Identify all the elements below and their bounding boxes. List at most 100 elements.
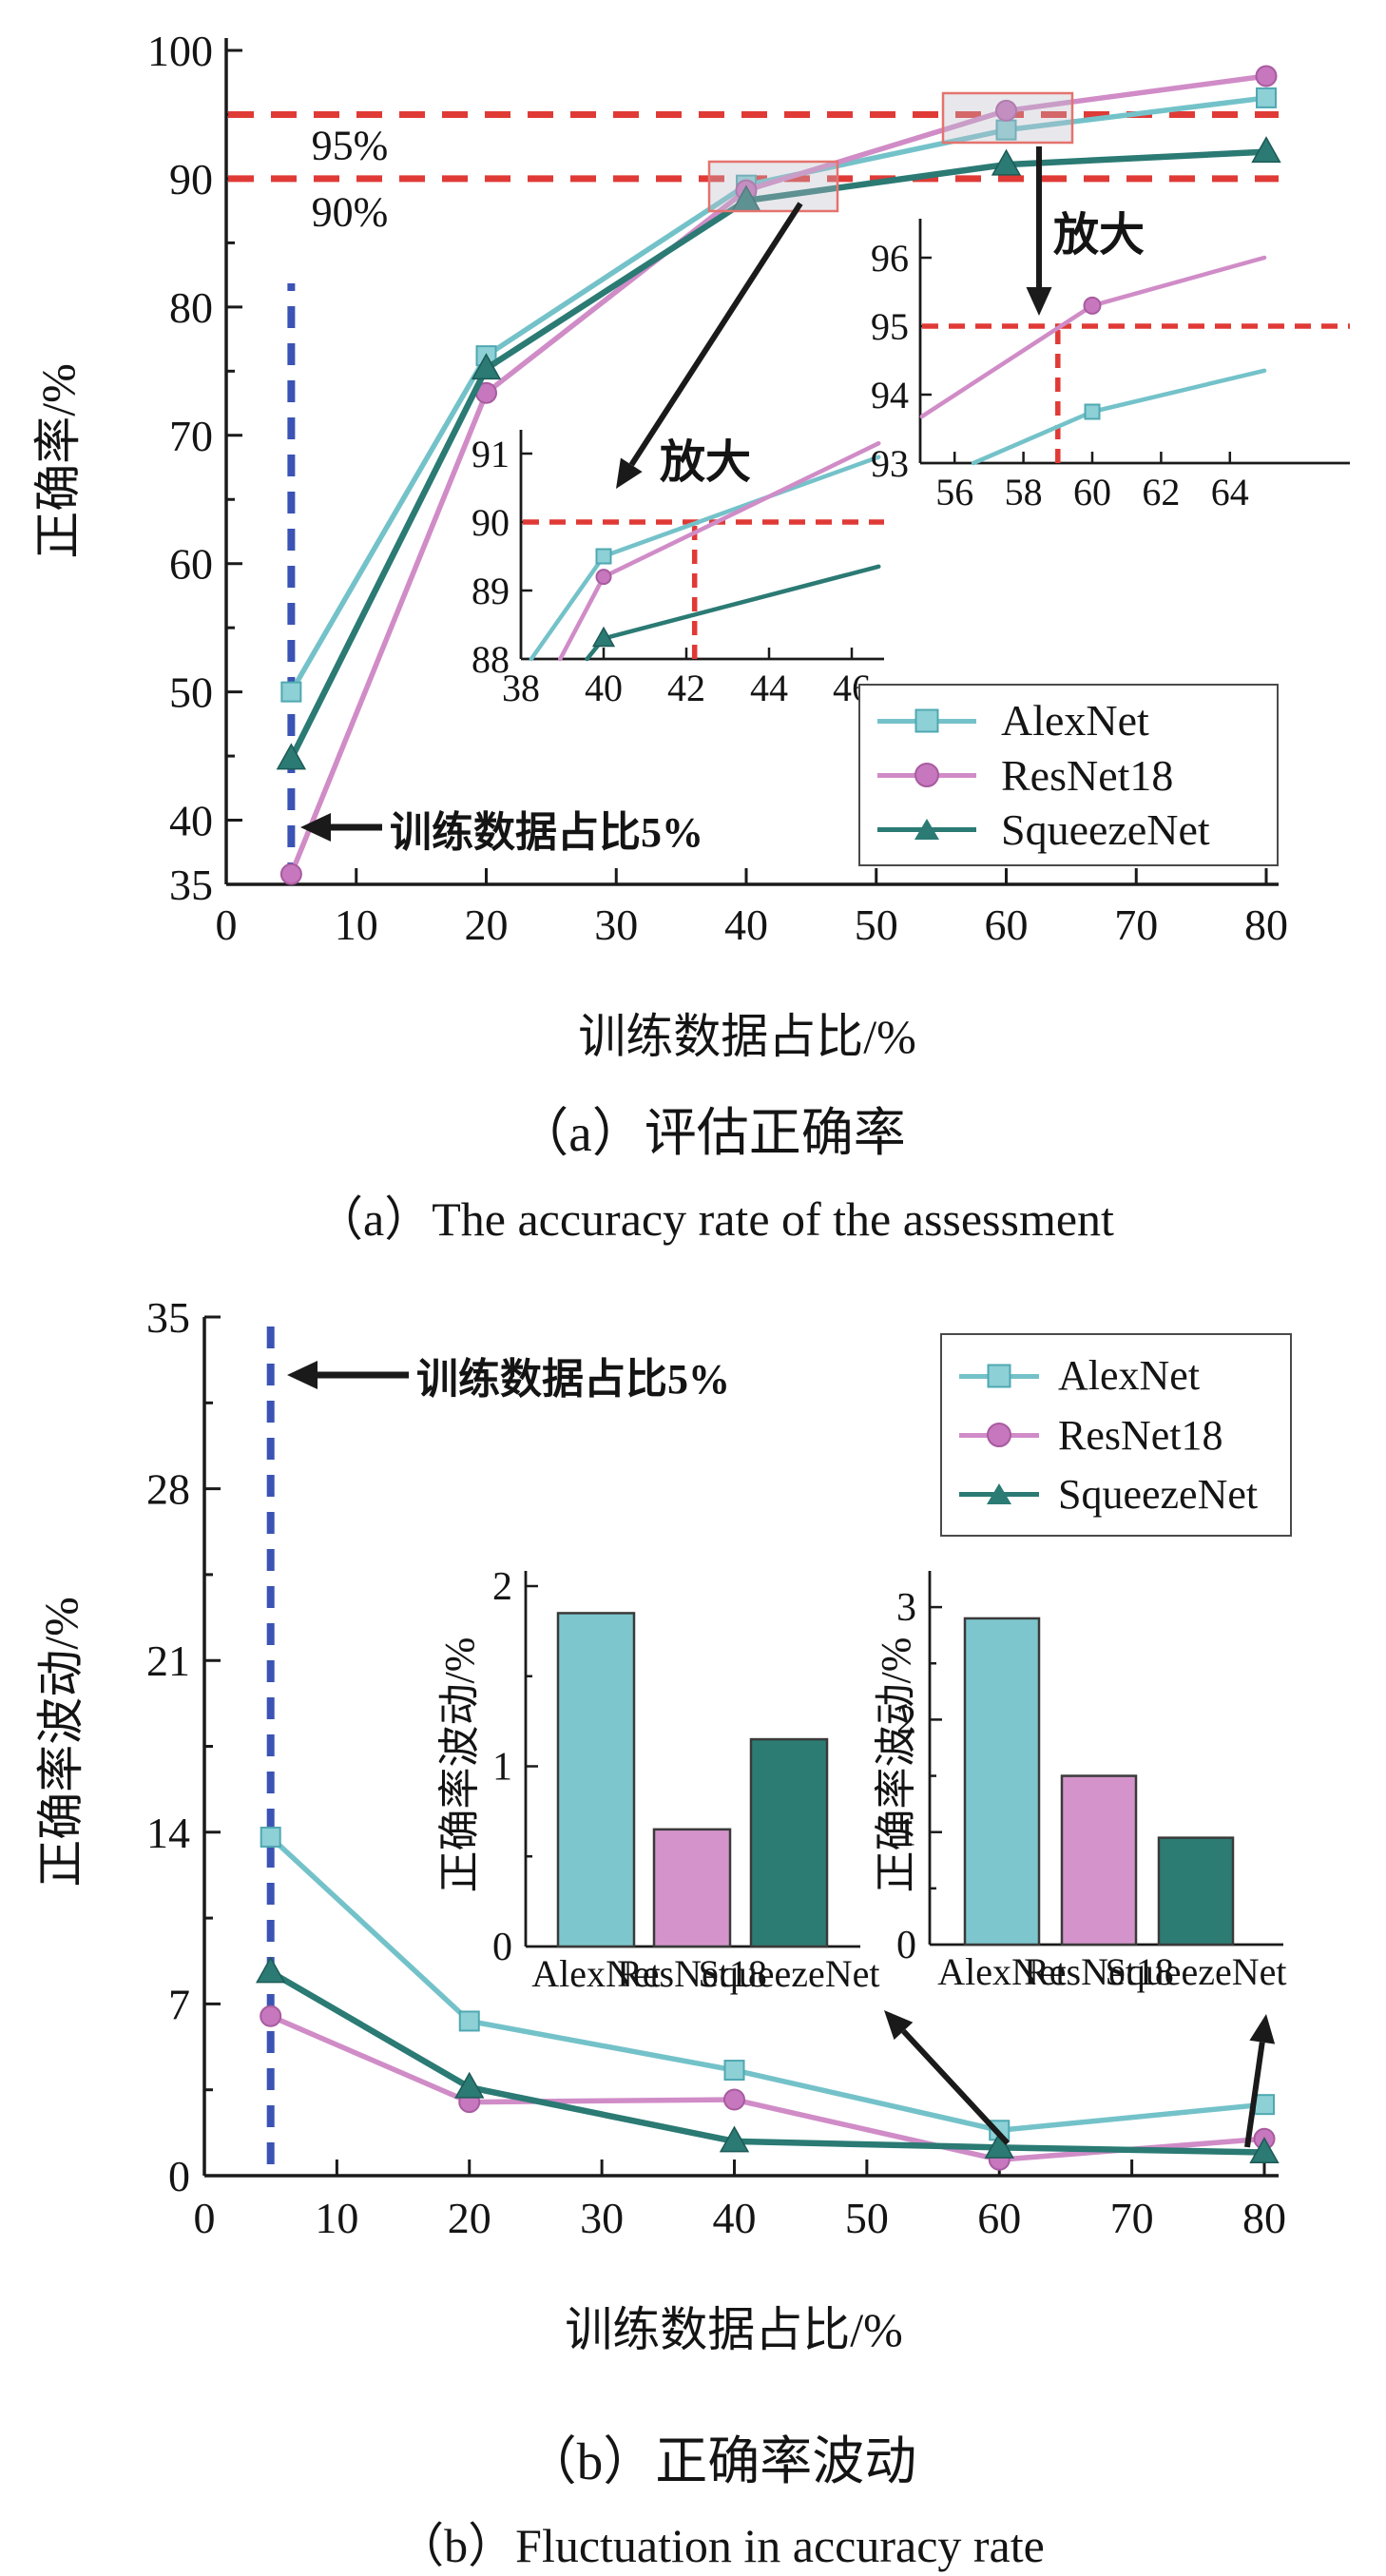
panel-b-x-tick-label: 40 <box>713 2194 757 2242</box>
squeezenet-marker <box>719 2125 750 2153</box>
panel-a-y-tick-label: 60 <box>169 540 213 589</box>
panel-a-y-tick-label: 80 <box>169 283 213 332</box>
inset-a1-y-tick-label: 89 <box>472 570 510 612</box>
panel-b-inset-arrow-1-shaft <box>901 2028 1011 2146</box>
inset-a1-x-tick-label: 40 <box>585 667 623 709</box>
highlight-box-60 <box>941 91 1074 145</box>
squeezenet-line <box>267 1968 1268 2156</box>
resnet18-marker <box>723 2088 745 2111</box>
squeezenet-marker <box>454 2071 485 2099</box>
inset_b1-bar-squeezenet <box>749 1737 829 1948</box>
inset_b2-bar-squeezenet <box>1157 1836 1235 1947</box>
resnet18-circle-marker-icon <box>914 763 939 787</box>
resnet18-inset-marker <box>1083 296 1102 315</box>
inset_b1-category-label: SqueezeNet <box>698 1952 879 1995</box>
panel-a-zoom-label-2: 放大 <box>1052 210 1145 261</box>
inset-a2-x-tick-label: 56 <box>935 471 973 513</box>
panel-a-x-tick-label: 60 <box>985 901 1029 949</box>
resnet18-line <box>267 2013 1267 2162</box>
panel-a-x-tick-label: 40 <box>724 901 768 949</box>
squeezenet-line-sample <box>877 817 976 842</box>
inset-a1-x-tick-label: 42 <box>667 667 705 709</box>
panel-b-x-tick-label: 30 <box>580 2194 624 2242</box>
inset-b1-y-axis-label: 正确率波动/% <box>436 1637 483 1893</box>
inset-a1-y-tick-label: 91 <box>472 433 510 475</box>
inset_b2-bar-resnet18 <box>1060 1774 1138 1947</box>
legend-item-resnet18: ResNet18 <box>959 1411 1280 1460</box>
panel-a-y-tick-label: 50 <box>169 668 213 717</box>
resnet18-inset-line <box>919 255 1267 419</box>
panel-b-x-axis-label: 训练数据占比/% <box>565 2303 903 2356</box>
inset_b2-y-tick-label: 2 <box>896 1698 916 1742</box>
inset_b1-y-tick-label: 1 <box>492 1746 512 1790</box>
panel-b-caption-cn: （b）正确率波动 <box>524 2432 917 2490</box>
highlight-box-40 <box>707 160 839 213</box>
panel-a-y-tick-label: 35 <box>169 861 213 909</box>
inset-a1-x-tick-label: 38 <box>502 667 540 709</box>
panel-a-x-tick-label: 30 <box>594 901 638 949</box>
panel-a-y-tick-label: 40 <box>169 797 213 845</box>
panel-b-x-tick-label: 80 <box>1242 2194 1286 2242</box>
panel-a-x-tick-label: 70 <box>1114 901 1158 949</box>
inset_b1-category-label: AlexNet <box>531 1952 661 1995</box>
inset-a2-x-tick-label: 62 <box>1142 471 1180 513</box>
alexnet-marker <box>1256 87 1277 108</box>
panel-b-y-tick-label: 21 <box>146 1637 190 1685</box>
alexnet-inset-marker <box>1084 403 1101 420</box>
inset-a1-y-tick-label: 88 <box>472 638 510 681</box>
inset_b2-y-tick-label: 3 <box>896 1586 916 1630</box>
inset-a1-x-tick-label: 44 <box>750 667 788 709</box>
panel-b-x-tick-label: 0 <box>194 2194 216 2242</box>
squeezenet-marker <box>1249 2137 1280 2164</box>
panel-a-caption-en: （a）The accuracy rate of the assessment <box>316 1192 1114 1246</box>
panel-b-y-axis-label: 正确率波动/% <box>34 1597 87 1888</box>
legend-label-resnet18: ResNet18 <box>1001 750 1174 800</box>
panel-b-annotation: 训练数据占比5% <box>416 1356 730 1403</box>
panel-b-legend: AlexNet ResNet18 SqueezeNet <box>940 1333 1292 1537</box>
legend-item-alexnet: AlexNet <box>959 1351 1280 1400</box>
resnet18-circle-marker-icon <box>987 1423 1011 1447</box>
panel-a-zoom-label-1: 放大 <box>659 437 752 488</box>
inset-a1-y-tick-label: 90 <box>472 501 510 544</box>
alexnet-square-marker-icon <box>987 1364 1011 1388</box>
squeezenet-marker <box>471 353 502 380</box>
panel-a-caption-cn: （a）评估正确率 <box>516 1104 906 1162</box>
squeezenet-triangle-marker-icon <box>987 1483 1011 1505</box>
panel-b-inset-arrow-1-head <box>884 2010 914 2041</box>
inset_b2-y-tick-label: 1 <box>896 1811 916 1855</box>
alexnet-marker <box>1254 2094 1275 2116</box>
squeezenet-triangle-marker-icon <box>914 819 939 841</box>
legend-item-squeezenet: SqueezeNet <box>877 804 1267 855</box>
resnet18-marker <box>995 99 1017 122</box>
panel-a-y-axis-label: 正确率/% <box>31 363 85 559</box>
alexnet-marker <box>280 681 302 703</box>
squeezenet-inset-marker <box>591 626 616 648</box>
panel-b-inset-arrow-2-shaft <box>1244 2042 1265 2148</box>
squeezenet-marker <box>991 148 1022 176</box>
alexnet-square-marker-icon <box>914 708 939 733</box>
inset_b1-bar-resnet18 <box>652 1828 732 1948</box>
zoom-arrow-2-head <box>1026 287 1052 316</box>
squeezenet-marker <box>276 743 307 770</box>
inset-a2-y-tick-label: 95 <box>871 305 909 348</box>
squeezenet-marker <box>984 2131 1014 2159</box>
panel-a-x-tick-label: 50 <box>855 901 898 949</box>
panel-b-x-tick-label: 10 <box>315 2194 358 2242</box>
legend-label-resnet18: ResNet18 <box>1058 1411 1223 1459</box>
inset-a2-x-tick-label: 64 <box>1211 471 1249 513</box>
panel-a-x-tick-label: 80 <box>1244 901 1288 949</box>
squeezenet-marker <box>1251 136 1281 164</box>
alexnet-inset-line <box>971 368 1267 466</box>
resnet18-line-sample <box>877 763 976 787</box>
panel-a-x-tick-label: 20 <box>465 901 509 949</box>
legend-label-alexnet: AlexNet <box>1058 1352 1201 1400</box>
panel-b-x-tick-label: 70 <box>1110 2194 1154 2242</box>
legend-item-squeezenet: SqueezeNet <box>959 1470 1280 1519</box>
zoom-arrow-1-head <box>616 457 643 489</box>
alexnet-line-sample <box>877 708 976 733</box>
inset_b1-category-label: ResNet18 <box>617 1952 767 1995</box>
alexnet-line-sample <box>959 1364 1039 1388</box>
squeezenet-inset-line <box>585 564 881 662</box>
legend-item-resnet18: ResNet18 <box>877 750 1267 801</box>
